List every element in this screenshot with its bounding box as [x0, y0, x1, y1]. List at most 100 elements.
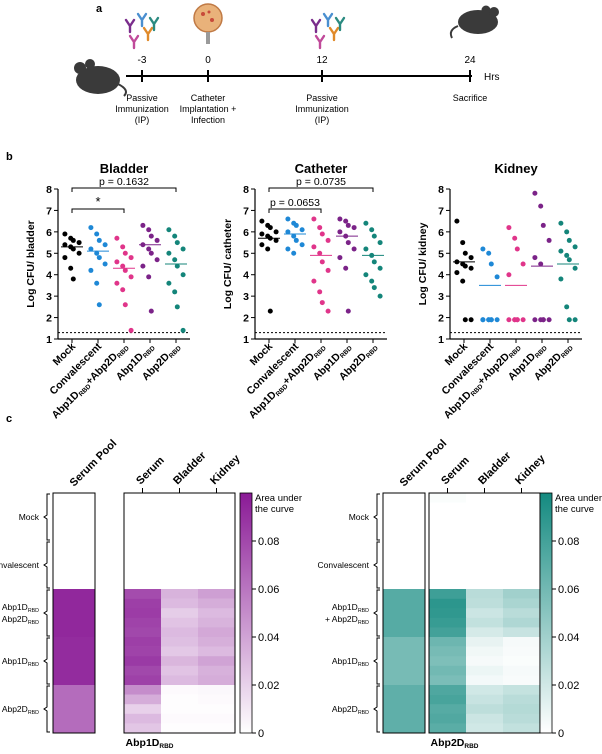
- data-point: [488, 317, 494, 323]
- heatmap-cell: [466, 502, 504, 513]
- data-point: [114, 235, 120, 241]
- timeline-event-label: Passive: [306, 93, 338, 103]
- data-point: [148, 308, 154, 314]
- group-label: Abp1DRBD: [2, 656, 39, 668]
- group-brace: [373, 685, 380, 733]
- column-label: Serum: [439, 454, 472, 487]
- data-point: [317, 250, 323, 256]
- significance-label: p = 0.1632: [99, 176, 149, 188]
- heatmap-cell: [503, 521, 541, 532]
- data-point: [363, 272, 369, 278]
- data-point: [128, 327, 134, 333]
- y-tick-label: 5: [46, 248, 52, 260]
- data-point: [460, 240, 466, 246]
- data-point: [285, 229, 291, 235]
- heatmap-cell: [161, 665, 199, 676]
- y-tick-label: 6: [243, 227, 249, 239]
- data-point: [267, 308, 273, 314]
- data-point: [351, 225, 357, 231]
- bladder-catheter-icon: [193, 3, 223, 44]
- data-point: [114, 280, 120, 286]
- y-tick-label: 8: [46, 184, 52, 196]
- legend-tick-label: 0.04: [558, 632, 579, 644]
- timeline-event-label: Passive: [126, 93, 158, 103]
- legend-tick-label: 0.02: [258, 680, 279, 692]
- heatmap-cell: [198, 637, 236, 647]
- data-point: [102, 261, 108, 267]
- legend-tick-label: 0.04: [258, 632, 279, 644]
- color-legend-bar: [239, 492, 253, 734]
- heatmap-cell: [466, 550, 504, 561]
- serum-pool-frame: [382, 492, 426, 734]
- heatmap-cell: [124, 656, 162, 667]
- timeline-time-label: 24: [464, 55, 476, 66]
- heatmap-cell: [198, 627, 236, 638]
- data-point: [180, 272, 186, 278]
- data-point: [120, 263, 126, 269]
- data-point: [88, 225, 94, 231]
- data-point: [351, 246, 357, 252]
- heatmap-cell: [198, 541, 236, 551]
- heatmap-cell: [503, 550, 541, 561]
- data-point: [494, 317, 500, 323]
- data-point: [369, 227, 375, 233]
- chart-title: Kidney: [494, 161, 538, 176]
- heatmap-cell: [124, 512, 162, 523]
- data-point: [538, 203, 544, 209]
- data-point: [540, 317, 546, 323]
- data-point: [70, 237, 76, 243]
- heatmap-cell: [161, 637, 199, 647]
- heatmap-cell: [161, 579, 199, 590]
- heatmap-cell: [466, 685, 504, 695]
- heatmap-cell: [429, 675, 467, 686]
- heatmap-cell: [161, 685, 199, 695]
- data-point: [174, 263, 180, 269]
- mouse-icon-sacrifice: [449, 5, 499, 39]
- data-point: [532, 190, 538, 196]
- heatmap-cell: [124, 675, 162, 686]
- data-point: [174, 240, 180, 246]
- heatmap-cell: [124, 637, 162, 647]
- group-label: Mock: [19, 512, 40, 522]
- y-tick-label: 2: [438, 313, 444, 325]
- data-point: [174, 304, 180, 310]
- data-point: [468, 317, 474, 323]
- heatmap-cell: [161, 521, 199, 532]
- heatmap-cell: [503, 569, 541, 580]
- data-point: [377, 240, 383, 246]
- group-brace: [43, 589, 50, 637]
- group-brace: [373, 637, 380, 685]
- y-tick-label: 8: [243, 184, 249, 196]
- heatmap-cell: [124, 694, 162, 705]
- heatmap-cell: [198, 656, 236, 667]
- legend-title: Area under: [555, 493, 602, 504]
- legend-title: Area under: [255, 493, 302, 504]
- data-point: [564, 252, 570, 258]
- group-label: Convalescent: [0, 560, 40, 570]
- heatmap-cell: [466, 723, 504, 734]
- data-point: [363, 220, 369, 226]
- heatmap-cell: [161, 569, 199, 580]
- y-tick-label: 5: [438, 248, 444, 260]
- data-point: [520, 317, 526, 323]
- y-tick-label: 2: [46, 313, 52, 325]
- heatmap-cell: [429, 627, 467, 638]
- y-tick-label: 3: [243, 291, 249, 303]
- group-label: Abp2DRBD: [2, 704, 39, 716]
- heatmap-cell: [503, 512, 541, 523]
- group-brace: [373, 493, 380, 541]
- heatmap-cell: [503, 617, 541, 628]
- y-axis-label: Log CFU/ bladder: [25, 220, 37, 308]
- heatmap-cell: [198, 723, 236, 734]
- data-point: [558, 248, 564, 254]
- data-point: [96, 255, 102, 261]
- timeline-event-label: Sacrifice: [453, 93, 488, 103]
- serum-pool-cell: [53, 685, 95, 733]
- data-point: [371, 285, 377, 291]
- data-point: [140, 263, 146, 269]
- column-label: Bladder: [476, 449, 514, 487]
- heatmap-title: Abp1DRBD: [126, 737, 174, 749]
- heatmap-cell: [429, 617, 467, 628]
